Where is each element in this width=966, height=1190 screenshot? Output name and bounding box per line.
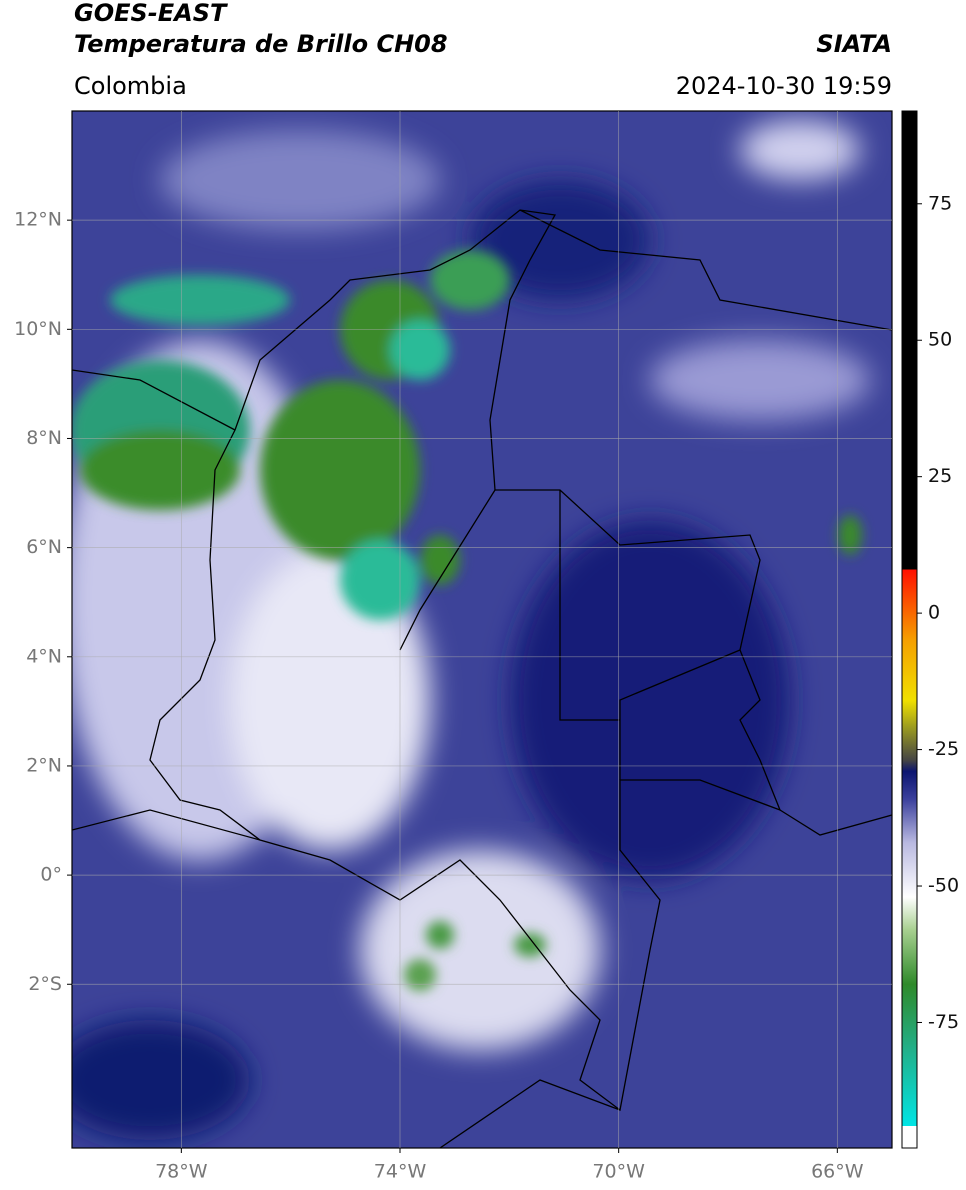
x-tick-label: 66°W [811,1161,864,1183]
y-tick-label: 2°S [28,973,62,995]
y-tick-label: 10°N [14,318,62,340]
x-tick-label: 74°W [374,1161,427,1183]
country-border [149,209,782,1112]
colorbar-tick-label: 75 [928,192,952,214]
source: SIATA [816,30,892,58]
colorbar-tick-label: -75 [928,1011,959,1033]
y-tick-label: 12°N [14,209,62,231]
y-tick-label: 6°N [26,536,62,558]
colorbar-tick-label: 50 [928,329,952,351]
title: GOES-EAST [74,0,228,27]
subtitle: Temperatura de Brillo CH08 [74,30,448,58]
y-tick-label: 2°N [26,754,62,776]
x-tick-label: 78°W [155,1161,208,1183]
datetime: 2024-10-30 19:59 [676,72,892,100]
y-tick-label: 8°N [26,427,62,449]
map-image [72,111,892,1148]
map-frame [71,110,893,1149]
colorbar-tick-label: 25 [928,465,952,487]
x-tick-label: 70°W [592,1161,645,1183]
colorbar-tick-label: 0 [928,602,940,624]
colorbar-tick-label: -50 [928,875,959,897]
y-tick-label: 4°N [26,645,62,667]
axes: 78°W 74°W 70°W 66°W 12°N 10°N 8°N 6°N 4°N 2°N 0° 2°… [14,111,959,1183]
colorbar-tick-label: -25 [928,738,959,760]
boundaries [72,209,892,1148]
colorbar [901,110,918,1149]
y-tick-label: 0° [40,864,62,886]
region: Colombia [74,72,187,100]
